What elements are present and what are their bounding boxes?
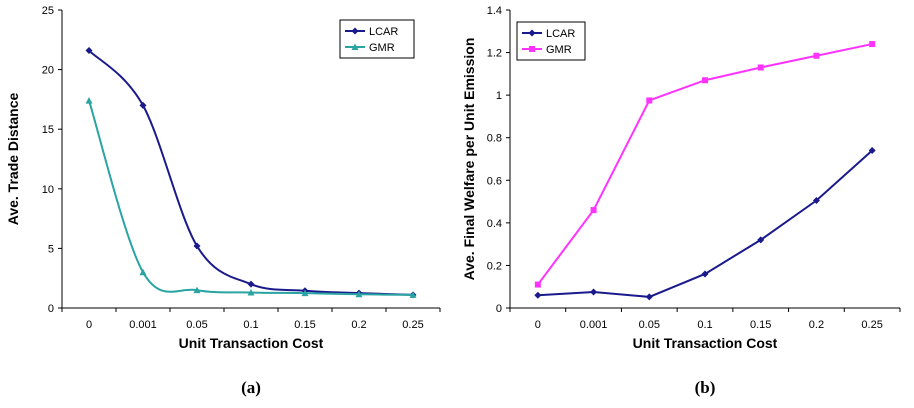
y-tick-label: 1 <box>496 90 502 102</box>
data-point-LCAR <box>701 270 709 278</box>
x-tick-label: 0.25 <box>861 319 882 331</box>
y-tick-label: 25 <box>42 5 54 17</box>
y-tick-label: 0.4 <box>487 218 502 230</box>
legend-label-LCAR: LCAR <box>369 26 398 38</box>
data-point-GMR <box>702 77 708 84</box>
data-point-LCAR <box>534 291 542 299</box>
legend-marker-GMR <box>529 46 535 52</box>
y-tick-label: 0 <box>496 303 502 315</box>
y-tick-label: 5 <box>48 243 54 255</box>
data-point-GMR <box>139 268 147 276</box>
data-point-GMR <box>85 97 93 104</box>
x-tick-label: 0.001 <box>129 319 157 331</box>
data-point-LCAR <box>812 197 820 205</box>
x-tick-label: 0.25 <box>402 319 423 331</box>
y-tick-label: 0.6 <box>487 175 502 187</box>
legend-marker-LCAR <box>351 27 359 35</box>
chart-0: 0 5 10 15 20 25 0 0.001 0.05 0.1 0.15 0.2 0.25 Unit T… <box>5 5 441 397</box>
x-axis-title: Unit Transaction Cost <box>179 335 324 351</box>
data-point-GMR <box>355 290 363 298</box>
y-tick-label: 0.2 <box>487 260 502 272</box>
x-tick-label: 0.05 <box>639 319 660 331</box>
chart-caption: (a) <box>241 378 261 397</box>
chart-1: 0 0.2 0.4 0.6 0.8 1 1.2 1.4 0 0.001 0.05 0.1 0.15 0.2… <box>461 5 901 397</box>
x-tick-label: 0.2 <box>809 319 824 331</box>
data-point-GMR <box>869 41 876 48</box>
x-tick-label: 0.2 <box>351 319 366 331</box>
data-point-LCAR <box>757 236 765 244</box>
data-point-LCAR <box>868 146 876 154</box>
data-point-LCAR <box>645 293 653 301</box>
legend-label-GMR: GMR <box>546 44 572 56</box>
x-tick-label: 0.1 <box>243 319 258 331</box>
x-tick-label: 0.15 <box>750 319 771 331</box>
series-line-GMR <box>88 100 414 296</box>
x-tick-label: 0.05 <box>186 319 207 331</box>
legend-label-GMR: GMR <box>369 42 395 54</box>
x-tick-label: 0 <box>535 319 541 331</box>
y-tick-label: 1.4 <box>487 5 502 17</box>
x-tick-label: 0.15 <box>294 319 315 331</box>
chart-caption: (b) <box>695 378 716 397</box>
data-point-LCAR <box>139 101 147 109</box>
data-point-GMR <box>247 289 255 296</box>
data-point-LCAR <box>193 242 201 250</box>
data-point-LCAR <box>590 288 598 296</box>
y-tick-label: 20 <box>42 65 54 77</box>
legend-box <box>339 19 415 59</box>
data-point-LCAR <box>247 280 255 288</box>
data-point-GMR <box>301 289 309 297</box>
legend-box <box>516 21 586 61</box>
x-tick-label: 0 <box>86 319 92 331</box>
data-point-GMR <box>646 97 653 104</box>
legend-label-LCAR: LCAR <box>546 28 575 40</box>
data-point-GMR <box>813 52 820 59</box>
y-tick-label: 15 <box>42 124 54 136</box>
legend-marker-GMR <box>351 43 359 50</box>
y-axis-title: Ave. Trade Distance <box>5 93 21 226</box>
data-point-GMR <box>193 286 201 294</box>
x-tick-label: 0.1 <box>697 319 712 331</box>
y-tick-label: 0.8 <box>487 133 502 145</box>
y-tick-label: 10 <box>42 184 54 196</box>
series-line-LCAR <box>88 49 414 296</box>
x-axis-title: Unit Transaction Cost <box>633 335 778 351</box>
x-tick-label: 0.001 <box>580 319 608 331</box>
data-point-GMR <box>590 207 597 214</box>
y-tick-label: 1.2 <box>487 48 502 60</box>
y-tick-label: 0 <box>48 303 54 315</box>
data-point-GMR <box>534 281 541 288</box>
data-point-LCAR <box>85 47 93 55</box>
data-point-GMR <box>757 64 764 71</box>
data-point-GMR <box>409 291 417 298</box>
legend-marker-LCAR <box>528 29 536 37</box>
y-axis-title: Ave. Final Welfare per Unit Emission <box>461 38 477 281</box>
